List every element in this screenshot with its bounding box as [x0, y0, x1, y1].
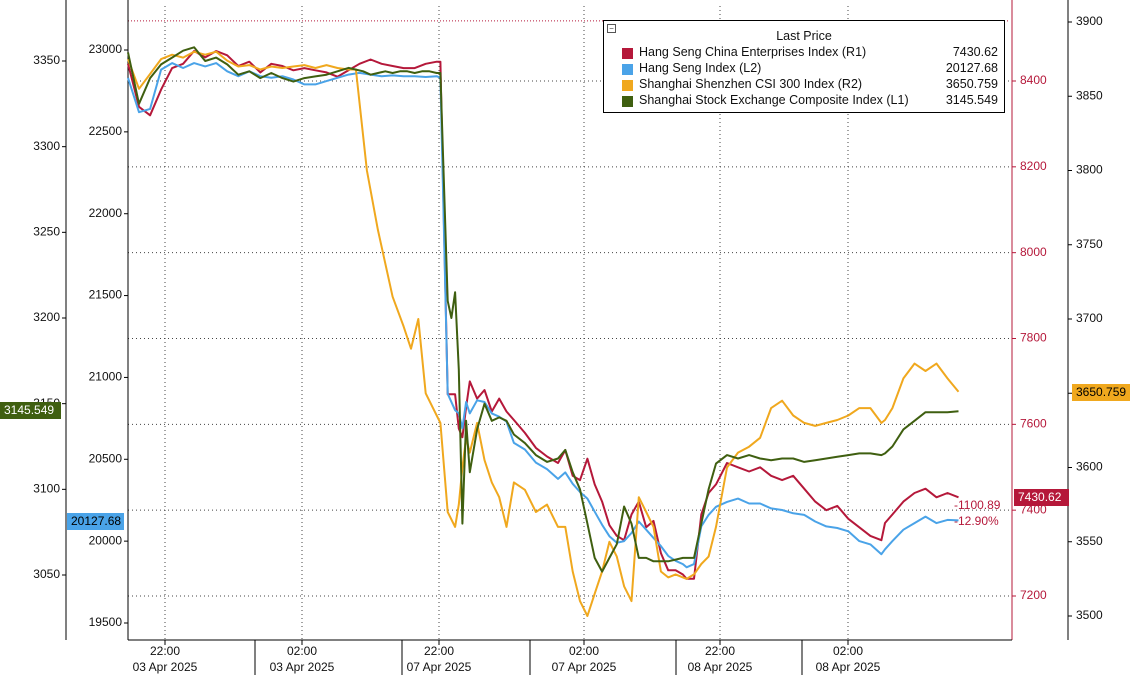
legend-entry-csi300: Shanghai Shenzhen CSI 300 Index (R2) 365…	[608, 77, 998, 93]
x-tick-date: 03 Apr 2025	[133, 660, 198, 674]
tick-label-L2: 21000	[89, 370, 123, 384]
tick-label-R1: 8400	[1020, 73, 1047, 87]
hscei-last-tag: 7430.62	[1014, 489, 1069, 506]
legend-swatch-hscei	[622, 48, 633, 59]
tick-label-L2: 20000	[89, 533, 123, 547]
x-tick-time: 22:00	[424, 644, 454, 658]
legend-name: Hang Seng Index (L2)	[639, 61, 762, 75]
shcomp-last-tag: 3145.549	[0, 402, 61, 419]
legend-value: 7430.62	[952, 45, 998, 59]
tick-label-L1: 3300	[33, 139, 60, 153]
x-tick-time: 02:00	[569, 644, 599, 658]
tick-label-L2: 20500	[89, 451, 123, 465]
tick-label-R2: 3800	[1076, 163, 1103, 177]
hsi-change-label: -12.90%	[954, 514, 999, 528]
tick-label-R2: 3900	[1076, 14, 1103, 28]
tick-label-R1: 7200	[1020, 588, 1047, 602]
tick-label-R1: 7600	[1020, 417, 1047, 431]
tick-label-R1: 8000	[1020, 245, 1047, 259]
legend-swatch-shcomp	[622, 96, 633, 107]
x-tick-time: 22:00	[150, 644, 180, 658]
legend-entry-hsi: Hang Seng Index (L2) 20127.68	[608, 61, 998, 77]
x-tick-time: 22:00	[705, 644, 735, 658]
series-line-0	[127, 50, 959, 580]
x-tick-date: 03 Apr 2025	[270, 660, 335, 674]
legend-name: Shanghai Shenzhen CSI 300 Index (R2)	[639, 77, 863, 91]
series-lines	[127, 46, 960, 617]
legend-name: Shanghai Stock Exchange Composite Index …	[639, 93, 909, 107]
tick-label-L1: 3250	[33, 225, 60, 239]
tick-label-L2: 22000	[89, 206, 123, 220]
legend-collapse-icon[interactable]: −	[607, 24, 616, 33]
tick-label-R2: 3850	[1076, 88, 1103, 102]
legend-value: 20127.68	[945, 61, 998, 75]
x-tick-time: 02:00	[287, 644, 317, 658]
legend-entry-shcomp: Shanghai Stock Exchange Composite Index …	[608, 93, 998, 109]
x-tick-date: 08 Apr 2025	[816, 660, 881, 674]
hscei-change-label: -1100.89	[954, 498, 1001, 512]
legend-entry-hscei: Hang Seng China Enterprises Index (R1) 7…	[608, 45, 998, 61]
x-tick-date: 07 Apr 2025	[407, 660, 472, 674]
legend-value: 3650.759	[945, 77, 998, 91]
series-line-3	[127, 46, 959, 573]
tick-label-L2: 19500	[89, 615, 123, 629]
x-tick-time: 02:00	[833, 644, 863, 658]
x-tick-date: 07 Apr 2025	[552, 660, 617, 674]
tick-label-L2: 23000	[89, 42, 123, 56]
x-tick-date: 08 Apr 2025	[688, 660, 753, 674]
hsi-last-tag: 20127.68	[67, 513, 124, 530]
tick-label-R2: 3550	[1076, 534, 1103, 548]
legend-value: 3145.549	[945, 93, 998, 107]
tick-label-R2: 3500	[1076, 608, 1103, 622]
legend: − Last Price Hang Seng China Enterprises…	[603, 20, 1005, 113]
legend-swatch-hsi	[622, 64, 633, 75]
tick-label-L1: 3100	[33, 482, 60, 496]
legend-name: Hang Seng China Enterprises Index (R1)	[639, 45, 867, 59]
series-line-1	[127, 62, 959, 569]
legend-title: Last Price	[776, 29, 832, 43]
tick-label-L2: 22500	[89, 124, 123, 138]
axes: 3350330032503200315031003050230002250022…	[33, 0, 1103, 675]
tick-label-L1: 3350	[33, 53, 60, 67]
tick-label-R2: 3750	[1076, 237, 1103, 251]
tick-label-L1: 3050	[33, 567, 60, 581]
tick-label-R2: 3600	[1076, 460, 1103, 474]
tick-label-R1: 8200	[1020, 159, 1047, 173]
tick-label-L2: 21500	[89, 288, 123, 302]
csi300-last-tag: 3650.759	[1072, 384, 1130, 401]
legend-swatch-csi300	[622, 80, 633, 91]
grid	[128, 6, 1010, 640]
series-line-2	[127, 50, 960, 617]
tick-label-R1: 7800	[1020, 331, 1047, 345]
tick-label-R2: 3700	[1076, 311, 1103, 325]
tick-label-L1: 3200	[33, 310, 60, 324]
